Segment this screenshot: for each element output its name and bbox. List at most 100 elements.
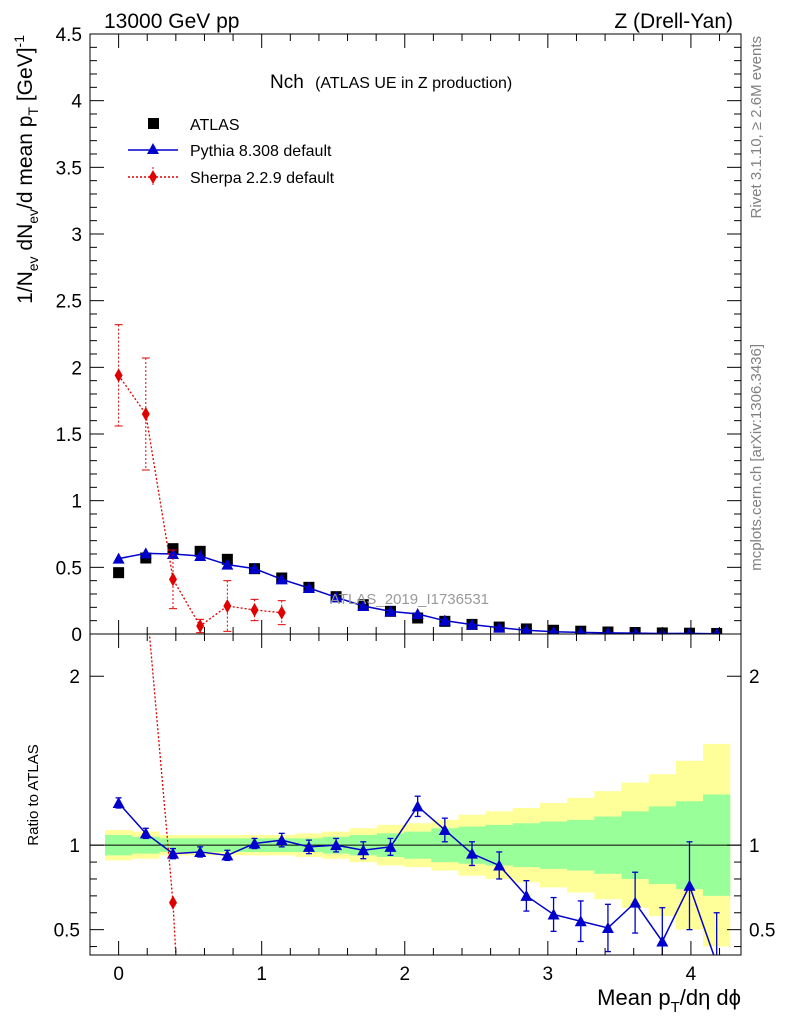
legend: ATLAS Pythia 8.308 default Sherpa 2.2.9 … (128, 117, 335, 187)
ratio-pythia-point (438, 823, 451, 835)
main-panel-frame (89, 33, 742, 635)
main-ytick-label: 3.5 (56, 158, 82, 179)
ratio-pythia-point (466, 847, 479, 859)
ratio-pythia-point (547, 908, 560, 920)
x-tick-label: 3 (543, 964, 554, 985)
pythia-point (384, 605, 397, 617)
main-ytick-label: 1 (71, 492, 82, 513)
main-ytick-label: 0 (71, 625, 82, 646)
sherpa-point (196, 619, 205, 633)
ratio-pythia-point (629, 896, 642, 908)
pythia-point (521, 624, 532, 634)
ratio-pythia-point (601, 921, 614, 933)
pythia-point (357, 600, 370, 611)
pythia-point (275, 573, 288, 585)
x-tick-label: 1 (256, 964, 267, 985)
x-tick-label: 4 (686, 964, 697, 985)
main-ytick-label: 4 (71, 92, 82, 113)
pythia-point (248, 562, 261, 574)
ratio-ytick-label-right: 2 (749, 667, 760, 688)
main-ytick-label: 3 (71, 225, 82, 246)
main-ytick-label: 0.5 (56, 558, 82, 579)
x-axis-title-part-b: T (671, 999, 680, 1016)
ratio-pythia-point (275, 834, 288, 846)
sherpa-point (223, 599, 232, 613)
pythia-point (221, 558, 234, 570)
pythia-point (112, 552, 125, 564)
ratio-ytick-label-left: 2 (69, 667, 80, 688)
ratio-pythia-point (330, 839, 343, 851)
mcplots-label: mcplots.cern.ch [arXiv:1306.3436] (748, 344, 765, 571)
main-ytick-label: 1.5 (56, 425, 82, 446)
ratio-pythia-point (357, 844, 370, 856)
ratio-pythia-point (139, 827, 152, 839)
legend-atlas-label: ATLAS (190, 117, 240, 134)
ratio-ytick-label-right: 1 (749, 836, 760, 857)
legend-sherpa-label: Sherpa 2.2.9 default (190, 170, 335, 187)
plot-title: Nch (ATLAS UE in Z production) (270, 72, 512, 93)
ratio-pythia-point (248, 837, 261, 849)
sherpa-point (168, 572, 177, 587)
legend-pythia-label: Pythia 8.308 default (190, 143, 332, 160)
main-ytick-label: 4.5 (56, 25, 82, 46)
pythia-point (604, 626, 612, 634)
pythia-point (166, 548, 179, 559)
pythia-point (139, 547, 152, 559)
ratio-pythia-point (574, 915, 587, 927)
ratio-panel: 0 1 2 3 4 0.5 0.5 1 1 2 2 Ratio to ATLAS (25, 633, 775, 985)
header-left: 13000 GeV pp (104, 10, 239, 33)
ratio-axis-title: Ratio to ATLAS (25, 744, 42, 845)
ratio-ytick-label-right: 0.5 (749, 921, 775, 942)
sherpa-point (277, 605, 286, 620)
x-axis-title: Mean pT/dη dϕ (597, 985, 741, 1016)
y-axis-title-part-g: [GeV] (14, 47, 37, 107)
ratio-pythia-point (384, 840, 397, 852)
ratio-ytick-label-left: 1 (69, 836, 80, 857)
ratio-pythia-point (656, 935, 669, 947)
pythia-point (576, 626, 585, 634)
y-axis-title-part-h: -1 (11, 35, 27, 48)
legend-atlas-marker (148, 118, 159, 129)
pythia-point (411, 608, 424, 619)
x-axis-title-part-a: Mean p (597, 985, 670, 1010)
legend-sherpa-marker (149, 170, 157, 184)
sherpa-point (141, 407, 150, 421)
legend-pythia-marker (147, 143, 159, 154)
main-panel: 0 0.5 1 1.5 2 2.5 3 3.5 4 4.5 Nch (ATLAS UE in Z … (11, 25, 742, 646)
rivet-label: Rivet 3.1.10, ≥ 2.6M events (748, 36, 765, 219)
ratio-pythia-point (221, 849, 234, 861)
ratio-pythia-point (520, 889, 533, 901)
y-axis-title-part-c: dN (14, 224, 37, 257)
plot-title-sub: (ATLAS UE in Z production) (315, 75, 512, 92)
ratio-pythia-point (493, 859, 506, 871)
ratio-pythia-point (411, 800, 424, 812)
pythia-point (194, 550, 207, 561)
ratio-pythia-point (166, 847, 179, 859)
y-axis-title-part-e: /d mean p (14, 116, 37, 209)
pythia-point (466, 618, 479, 630)
sherpa-point (114, 368, 123, 383)
ratio-pythia-point (711, 957, 723, 968)
x-axis-title-part-c: /dη dϕ (680, 985, 741, 1010)
x-tick-label: 0 (113, 964, 124, 985)
ratio-ytick-label-left: 0.5 (54, 921, 80, 942)
ratio-pythia-point (194, 845, 207, 857)
pythia-point (493, 621, 506, 633)
y-axis-title-part-d: ev (25, 209, 41, 224)
main-ytick-label: 2.5 (56, 292, 82, 313)
y-axis-title-part-f: T (25, 107, 41, 116)
atlas-point (113, 567, 125, 579)
y-axis-title: 1/Nev dNev/d mean pT [GeV]-1 (11, 35, 41, 304)
plot-title-main: Nch (270, 72, 304, 93)
ratio-sherpa-line (172, 902, 177, 955)
pythia-point (302, 582, 315, 593)
main-ytick-label: 2 (71, 358, 82, 379)
x-tick-label: 2 (399, 964, 410, 985)
y-axis-title-part-b: ev (25, 256, 41, 271)
ratio-pythia-point (302, 840, 315, 852)
ratio-panel-frame (89, 633, 742, 956)
ratio-pythia-point (683, 879, 696, 891)
watermark: ATLAS_2019_I1736531 (330, 591, 489, 608)
pythia-point (438, 614, 451, 626)
